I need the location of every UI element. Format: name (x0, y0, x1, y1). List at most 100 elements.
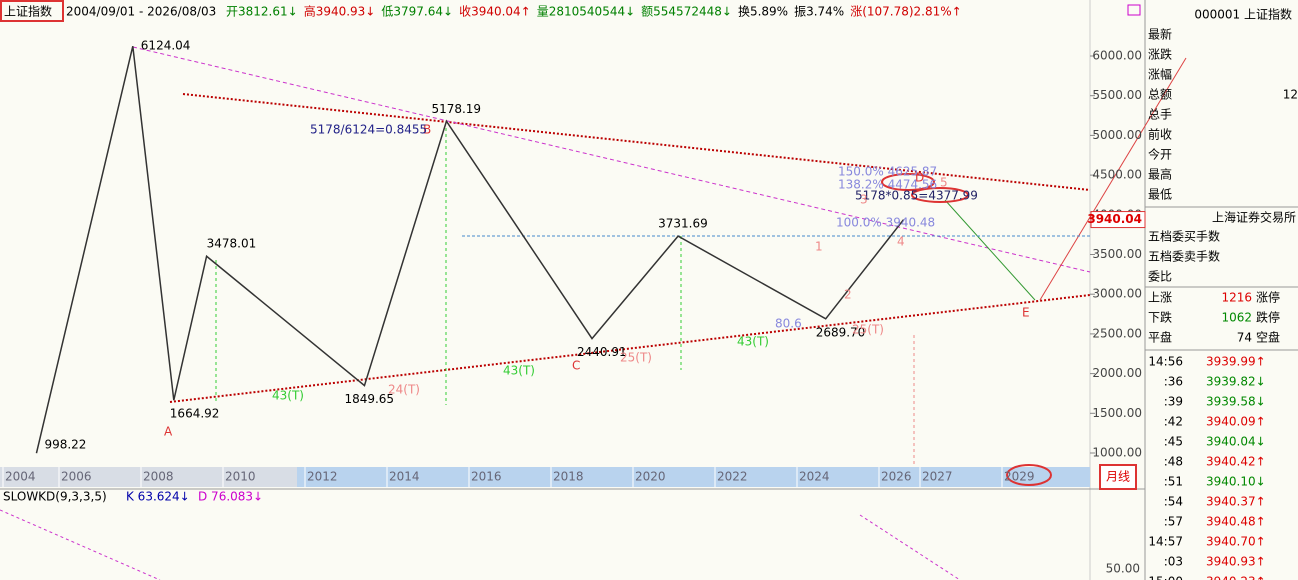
header-field: 量2810540544↓ (537, 5, 635, 19)
y-tick-label: 3000.00 (1092, 287, 1142, 301)
breadth-count: 74 (1237, 331, 1252, 345)
breadth-label: 平盘 (1148, 330, 1172, 345)
tick-time: :36 (1164, 375, 1183, 389)
annotation: 43(T) (737, 335, 769, 349)
x-tick-label: 2012 (307, 470, 338, 484)
header-field: 换5.89% (738, 5, 788, 19)
time-axis-highlight (297, 467, 1090, 487)
annotation: 150.0% 4625.87 (838, 165, 937, 179)
x-tick-label: 2016 (471, 470, 502, 484)
annotation: 5178/6124=0.8455 (310, 123, 427, 137)
point-label: 6124.04 (141, 39, 191, 53)
total-value: 12 (1283, 88, 1298, 102)
toggle[interactable] (1127, 4, 1141, 16)
period[interactable]: 月线 (1106, 470, 1130, 484)
indicator-level: 50.00 (1106, 562, 1140, 576)
annotation: 3 (860, 193, 868, 207)
point-label: 5178.19 (431, 102, 481, 116)
header-field: 开3812.61↓ (226, 5, 298, 19)
header-field: 振3.74% (794, 5, 844, 19)
y-tick-label: 6000.00 (1092, 49, 1142, 63)
book-field: 委比 (1148, 270, 1172, 284)
tick-time: 14:56 (1148, 355, 1183, 369)
trendline (132, 46, 1091, 273)
tick-time: :54 (1164, 495, 1183, 509)
tick-time: :57 (1164, 515, 1183, 529)
quote-title: 000001 上证指数 (1194, 7, 1292, 22)
point-label: 1849.65 (344, 392, 394, 406)
annotation: 4 (897, 235, 905, 249)
tick-time: :51 (1164, 475, 1183, 489)
quote-field: 最新 (1148, 27, 1172, 42)
x-tick-label: 2010 (225, 470, 256, 484)
x-tick-label: 2018 (553, 470, 584, 484)
tick-time: :45 (1164, 435, 1183, 449)
highlight (881, 173, 935, 191)
breadth-label: 空盘 (1256, 330, 1280, 345)
y-tick-label: 1500.00 (1092, 406, 1142, 420)
annotation: 25(T) (620, 351, 652, 365)
indicator-name: SLOWKD(9,3,3,5) (3, 490, 107, 504)
indicator-guide (0, 509, 961, 580)
tick-price: 3940.42↑ (1206, 455, 1266, 469)
symbol[interactable]: 上证指数 (4, 4, 52, 19)
annotation: A (164, 425, 173, 439)
breadth-count: 1062 (1221, 311, 1252, 325)
tick-price: 3939.58↓ (1206, 395, 1266, 409)
header-field: 低3797.64↓ (381, 5, 453, 19)
annotation: 80.6 (775, 317, 802, 331)
point-label: 1664.92 (170, 407, 220, 421)
header-field: 额554572448↓ (641, 5, 732, 19)
current-price-box (1090, 211, 1146, 229)
projection (944, 199, 1036, 301)
annotation: 5178*0.85=4377.99 (855, 189, 978, 203)
trendline (182, 93, 1091, 191)
breadth-label: 涨停 (1256, 290, 1280, 305)
annotation: 138.2% 4474.56 (838, 178, 937, 192)
annotation: B (423, 123, 431, 137)
point-label: 2689.70 (816, 325, 866, 339)
breadth-count: 1216 (1221, 291, 1252, 305)
header-field: 高3940.93↓ (304, 4, 376, 19)
book-field: 五档委买手数 (1148, 229, 1220, 244)
period-box[interactable] (1099, 464, 1137, 490)
x-tick-label: 2006 (61, 470, 92, 484)
trendline (169, 294, 1091, 403)
quote-field: 最低 (1148, 188, 1172, 202)
y-tick-label: 5500.00 (1092, 88, 1142, 102)
point-label: 998.22 (44, 438, 86, 452)
quote-field: 前收 (1148, 127, 1172, 142)
tick-price: 3940.23↑ (1206, 575, 1266, 580)
price-line (35, 45, 905, 454)
y-tick-label: 2000.00 (1092, 366, 1142, 380)
quote-field: 今开 (1148, 147, 1172, 162)
annotation: E (1022, 306, 1030, 320)
symbol-box[interactable] (0, 0, 64, 22)
tick-time: 14:57 (1148, 535, 1183, 549)
quote-field: 总手 (1148, 108, 1172, 122)
annotation: 5 (940, 176, 948, 190)
annotation: 43(T) (272, 389, 304, 403)
point-label: 3478.01 (207, 237, 257, 251)
tick-price: 3940.10↓ (1206, 475, 1266, 489)
x-tick-label: 2004 (5, 470, 36, 484)
header-field: 涨(107.78)2.81%↑ (850, 4, 962, 19)
date-range: 2004/09/01 - 2026/08/03 (66, 5, 216, 19)
y-tick-label: 1000.00 (1092, 446, 1142, 460)
tick-time: :48 (1164, 455, 1183, 469)
x-tick-label: 2022 (717, 470, 748, 484)
highlight (1006, 464, 1052, 486)
annotation: 1 (815, 240, 823, 254)
annotation: C (572, 359, 580, 373)
header-field: 收3940.04↑ (459, 5, 531, 19)
tick-price: 3940.93↑ (1206, 555, 1266, 569)
tick-price: 3940.04↓ (1206, 435, 1266, 449)
annotation: D (915, 171, 924, 185)
annotation: 25(T) (852, 323, 884, 337)
tick-price: 3940.37↑ (1206, 495, 1266, 509)
tick-price: 3939.99↑ (1206, 355, 1266, 369)
tick-price: 3940.48↑ (1206, 515, 1266, 529)
tick-time: 15:00 (1148, 575, 1183, 580)
x-tick-label: 2014 (389, 470, 420, 484)
